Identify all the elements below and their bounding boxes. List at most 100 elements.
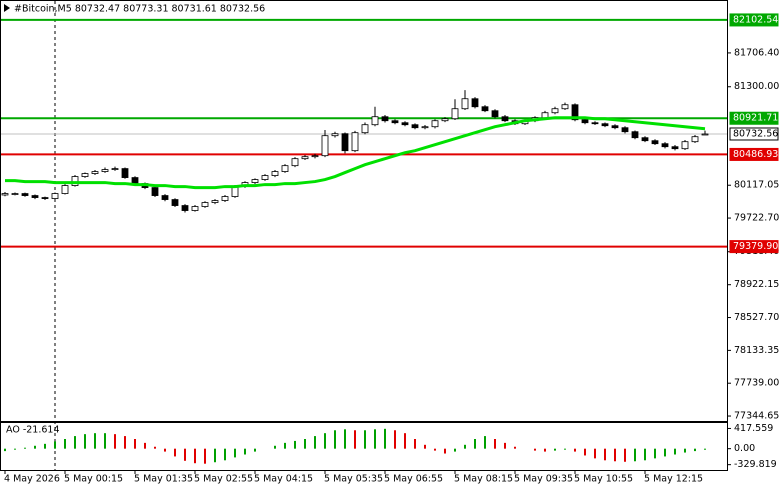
candle-body [441,118,449,122]
candle-body [671,146,679,150]
candle-body [21,193,29,196]
candle-body [1,193,9,196]
candle-body [601,123,609,127]
x-tick-label: 5 May 08:15 [454,474,513,485]
y-tick-label: 81300.00 [734,81,779,92]
x-tick-label: 5 May 12:15 [644,474,703,485]
candle-body [481,106,489,112]
candle-body [311,155,319,158]
ao-panel [0,422,728,471]
candle-body [551,108,559,114]
level-tag [729,240,779,254]
candle-body [561,104,569,110]
candle-body [611,125,619,129]
candle-body [221,196,229,201]
level-label: 80486.93 [733,149,778,160]
level-label: 79379.90 [733,241,778,252]
candle-body [51,193,59,199]
candle-body [591,122,599,125]
y-tick-label: 79722.70 [734,213,779,224]
ao-tick-label: -329.819 [734,459,777,470]
y-tick-label: 78133.35 [734,345,779,356]
x-tick-label: 5 May 02:55 [194,474,253,485]
candle-body [211,200,219,203]
candle-body [571,104,579,121]
candle-body [31,195,39,198]
y-tick-label: 78922.15 [734,279,779,290]
main-panel [0,0,728,422]
candle-body [701,133,709,136]
candle-body [391,120,399,124]
ao-title: AO -21.614 [6,425,60,436]
x-tick-label: 5 May 01:35 [134,474,193,485]
candle-body [251,179,259,183]
ao-tick-label: 417.559 [734,423,773,434]
candle-body [461,98,469,110]
x-tick-label: 4 May 2026 [4,474,60,485]
candle-body [281,165,289,172]
candle-body [451,108,459,120]
candle-body [351,132,359,152]
candle-body [101,169,109,172]
candle-body [691,136,699,143]
candle-body [131,177,139,184]
candle-body [151,187,159,196]
y-tick-label: 78527.70 [734,312,779,323]
level-tag [729,111,779,125]
candle-body [341,133,349,152]
candle-body [301,156,309,160]
candle-body [91,171,99,174]
candle-body [431,120,439,128]
candle-body [111,168,119,170]
candle-body [171,199,179,206]
candle-body [381,116,389,122]
candle-body [11,193,19,195]
candle-body [651,140,659,145]
candle-body [181,205,189,211]
candle-body [681,141,689,150]
candle-body [621,127,629,133]
candle-body [581,119,589,124]
candle-body [471,98,479,108]
candle-body [201,202,209,207]
level-label: 82102.54 [733,14,778,25]
moving-average [5,116,706,190]
y-tick-label: 77739.00 [734,378,779,389]
candle-body [41,197,49,199]
candle-body [421,126,429,129]
ao-tick-label: 0.00 [734,443,755,454]
candle-body [411,124,419,129]
candle-body [641,137,649,142]
x-tick-label: 5 May 05:35 [324,474,383,485]
candle-body [361,124,369,134]
title-icon [4,4,10,12]
y-tick-label: 77344.65 [734,411,779,422]
candle-body [271,171,279,176]
candle-body [401,122,409,126]
candle-body [121,168,129,178]
candle-body [541,112,549,119]
level-label: 80732.56 [733,128,778,139]
y-tick-label: 80117.05 [734,180,779,191]
candle-body [371,116,379,126]
x-tick-label: 5 May 10:55 [574,474,633,485]
candle-body [191,206,199,211]
y-tick-label: 81706.40 [734,47,779,58]
candle-body [161,195,169,200]
x-tick-label: 5 May 06:55 [384,474,443,485]
candle-body [291,158,299,167]
candle-body [261,175,269,180]
level-tag [729,127,779,141]
candle-body [331,133,339,137]
level-label: 80921.71 [733,113,778,124]
chart-title: #Bitcoin,M5 80732.47 80773.31 80731.61 8… [14,4,265,15]
candle-body [81,173,89,177]
candle-body [491,110,499,118]
candle-body [61,185,69,194]
x-tick-label: 5 May 09:35 [514,474,573,485]
candle-body [661,143,669,148]
level-tag [729,13,779,27]
candle-body [321,135,329,157]
x-tick-label: 5 May 00:15 [64,474,123,485]
